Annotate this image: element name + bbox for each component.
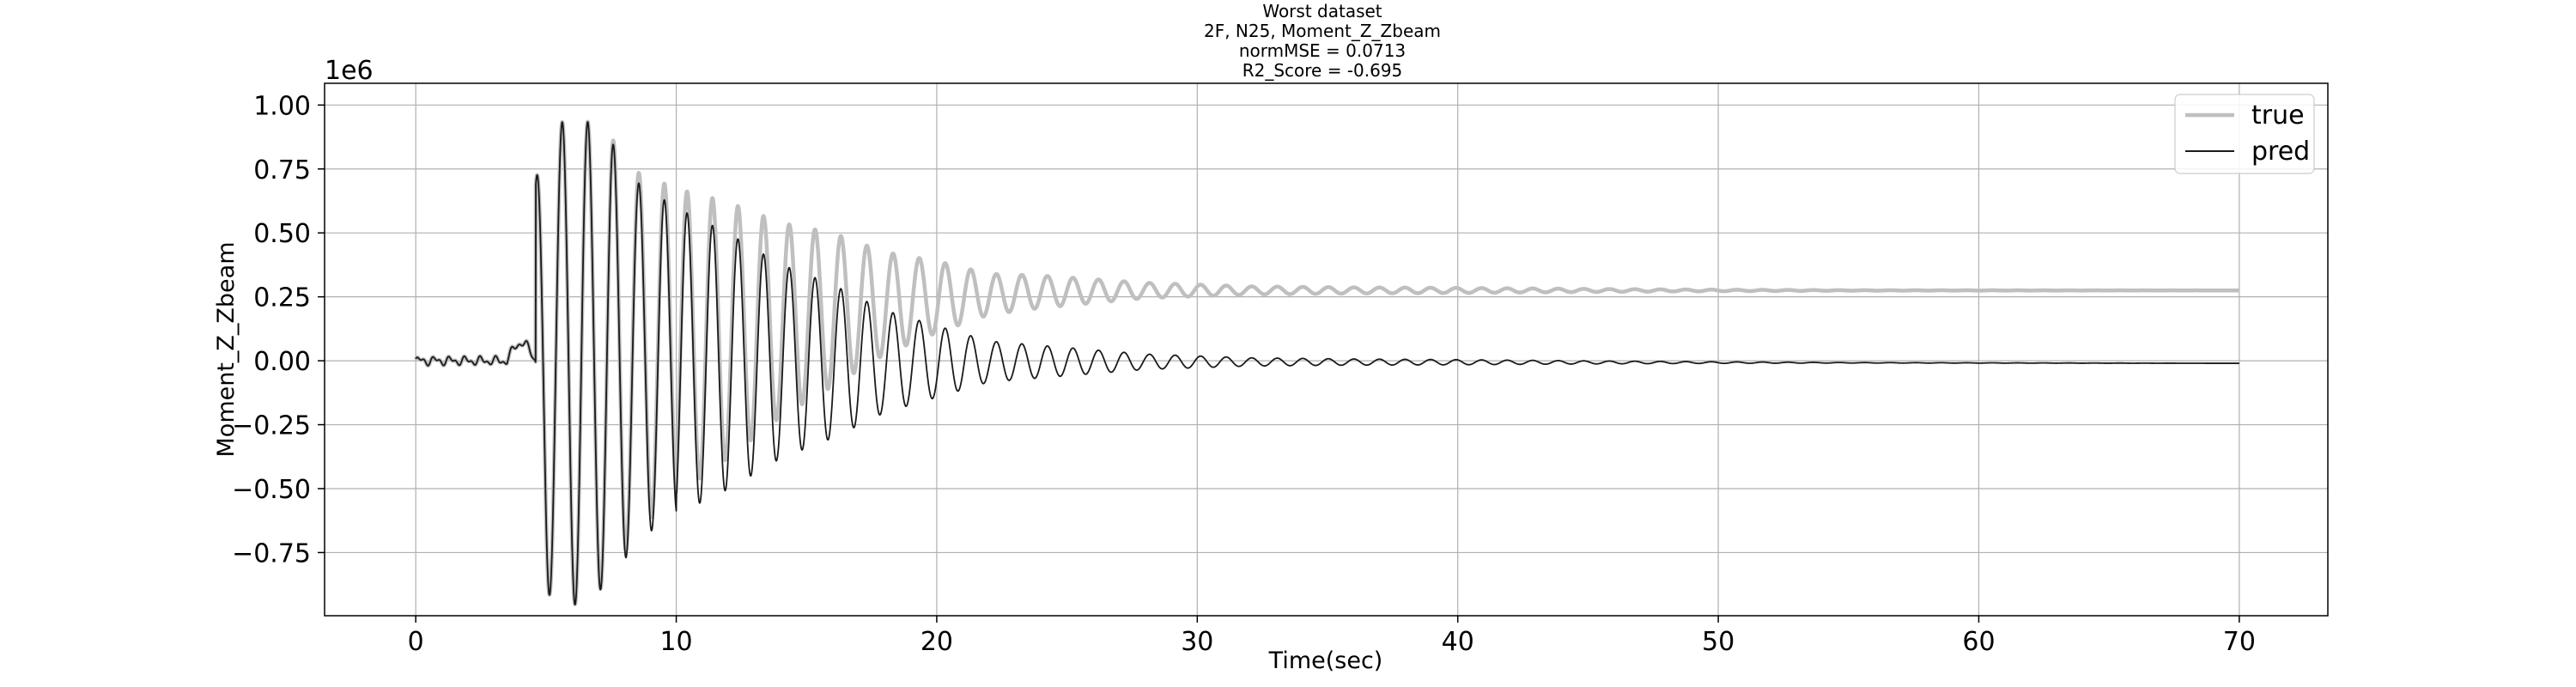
series-group — [414, 119, 2241, 607]
x-tick-label: 70 — [2223, 627, 2256, 657]
y-tick-label: −0.50 — [232, 475, 311, 505]
x-tick-label: 20 — [920, 627, 953, 657]
legend: true pred — [2174, 94, 2315, 174]
y-tick-label: −0.75 — [232, 538, 311, 568]
series-line-pred — [415, 121, 2240, 605]
x-tick-label: 0 — [408, 627, 424, 657]
x-axis-ticks: 0 10 20 30 40 50 60 70 — [408, 616, 2256, 657]
y-tick-label: 0.50 — [253, 219, 311, 249]
y-offset-label: 1e6 — [325, 56, 374, 86]
x-tick-label: 50 — [1702, 627, 1735, 657]
x-tick-label: 10 — [659, 627, 692, 657]
title-line-1: Worst dataset — [1262, 1, 1382, 21]
legend-true-label: true — [2251, 100, 2305, 131]
chart-title: Worst dataset 2F, N25, Moment_Z_Zbeam no… — [1204, 1, 1441, 81]
y-tick-label: 0.00 — [253, 347, 311, 377]
x-tick-label: 40 — [1442, 627, 1474, 657]
plot-area-frame — [324, 82, 2329, 617]
x-tick-label: 30 — [1181, 627, 1213, 657]
y-axis-ticks: 1.00 0.75 0.50 0.25 0.00 −0.25 −0.50 −0.75 — [232, 91, 325, 568]
y-tick-label: 1.00 — [253, 91, 311, 121]
title-line-2: 2F, N25, Moment_Z_Zbeam — [1204, 21, 1441, 41]
y-tick-label: −0.25 — [232, 411, 311, 441]
y-tick-label: 0.75 — [253, 155, 311, 185]
y-tick-label: 0.25 — [253, 283, 311, 313]
title-line-3: normMSE = 0.0713 — [1239, 40, 1406, 61]
y-axis-label: Moment_Z_Zbeam — [213, 241, 240, 457]
legend-pred-label: pred — [2251, 137, 2310, 167]
title-line-4: R2_Score = -0.695 — [1242, 60, 1403, 81]
series-line-true — [414, 119, 2241, 607]
x-tick-label: 60 — [1962, 627, 1995, 657]
x-axis-label: Time(sec) — [1268, 647, 1383, 674]
